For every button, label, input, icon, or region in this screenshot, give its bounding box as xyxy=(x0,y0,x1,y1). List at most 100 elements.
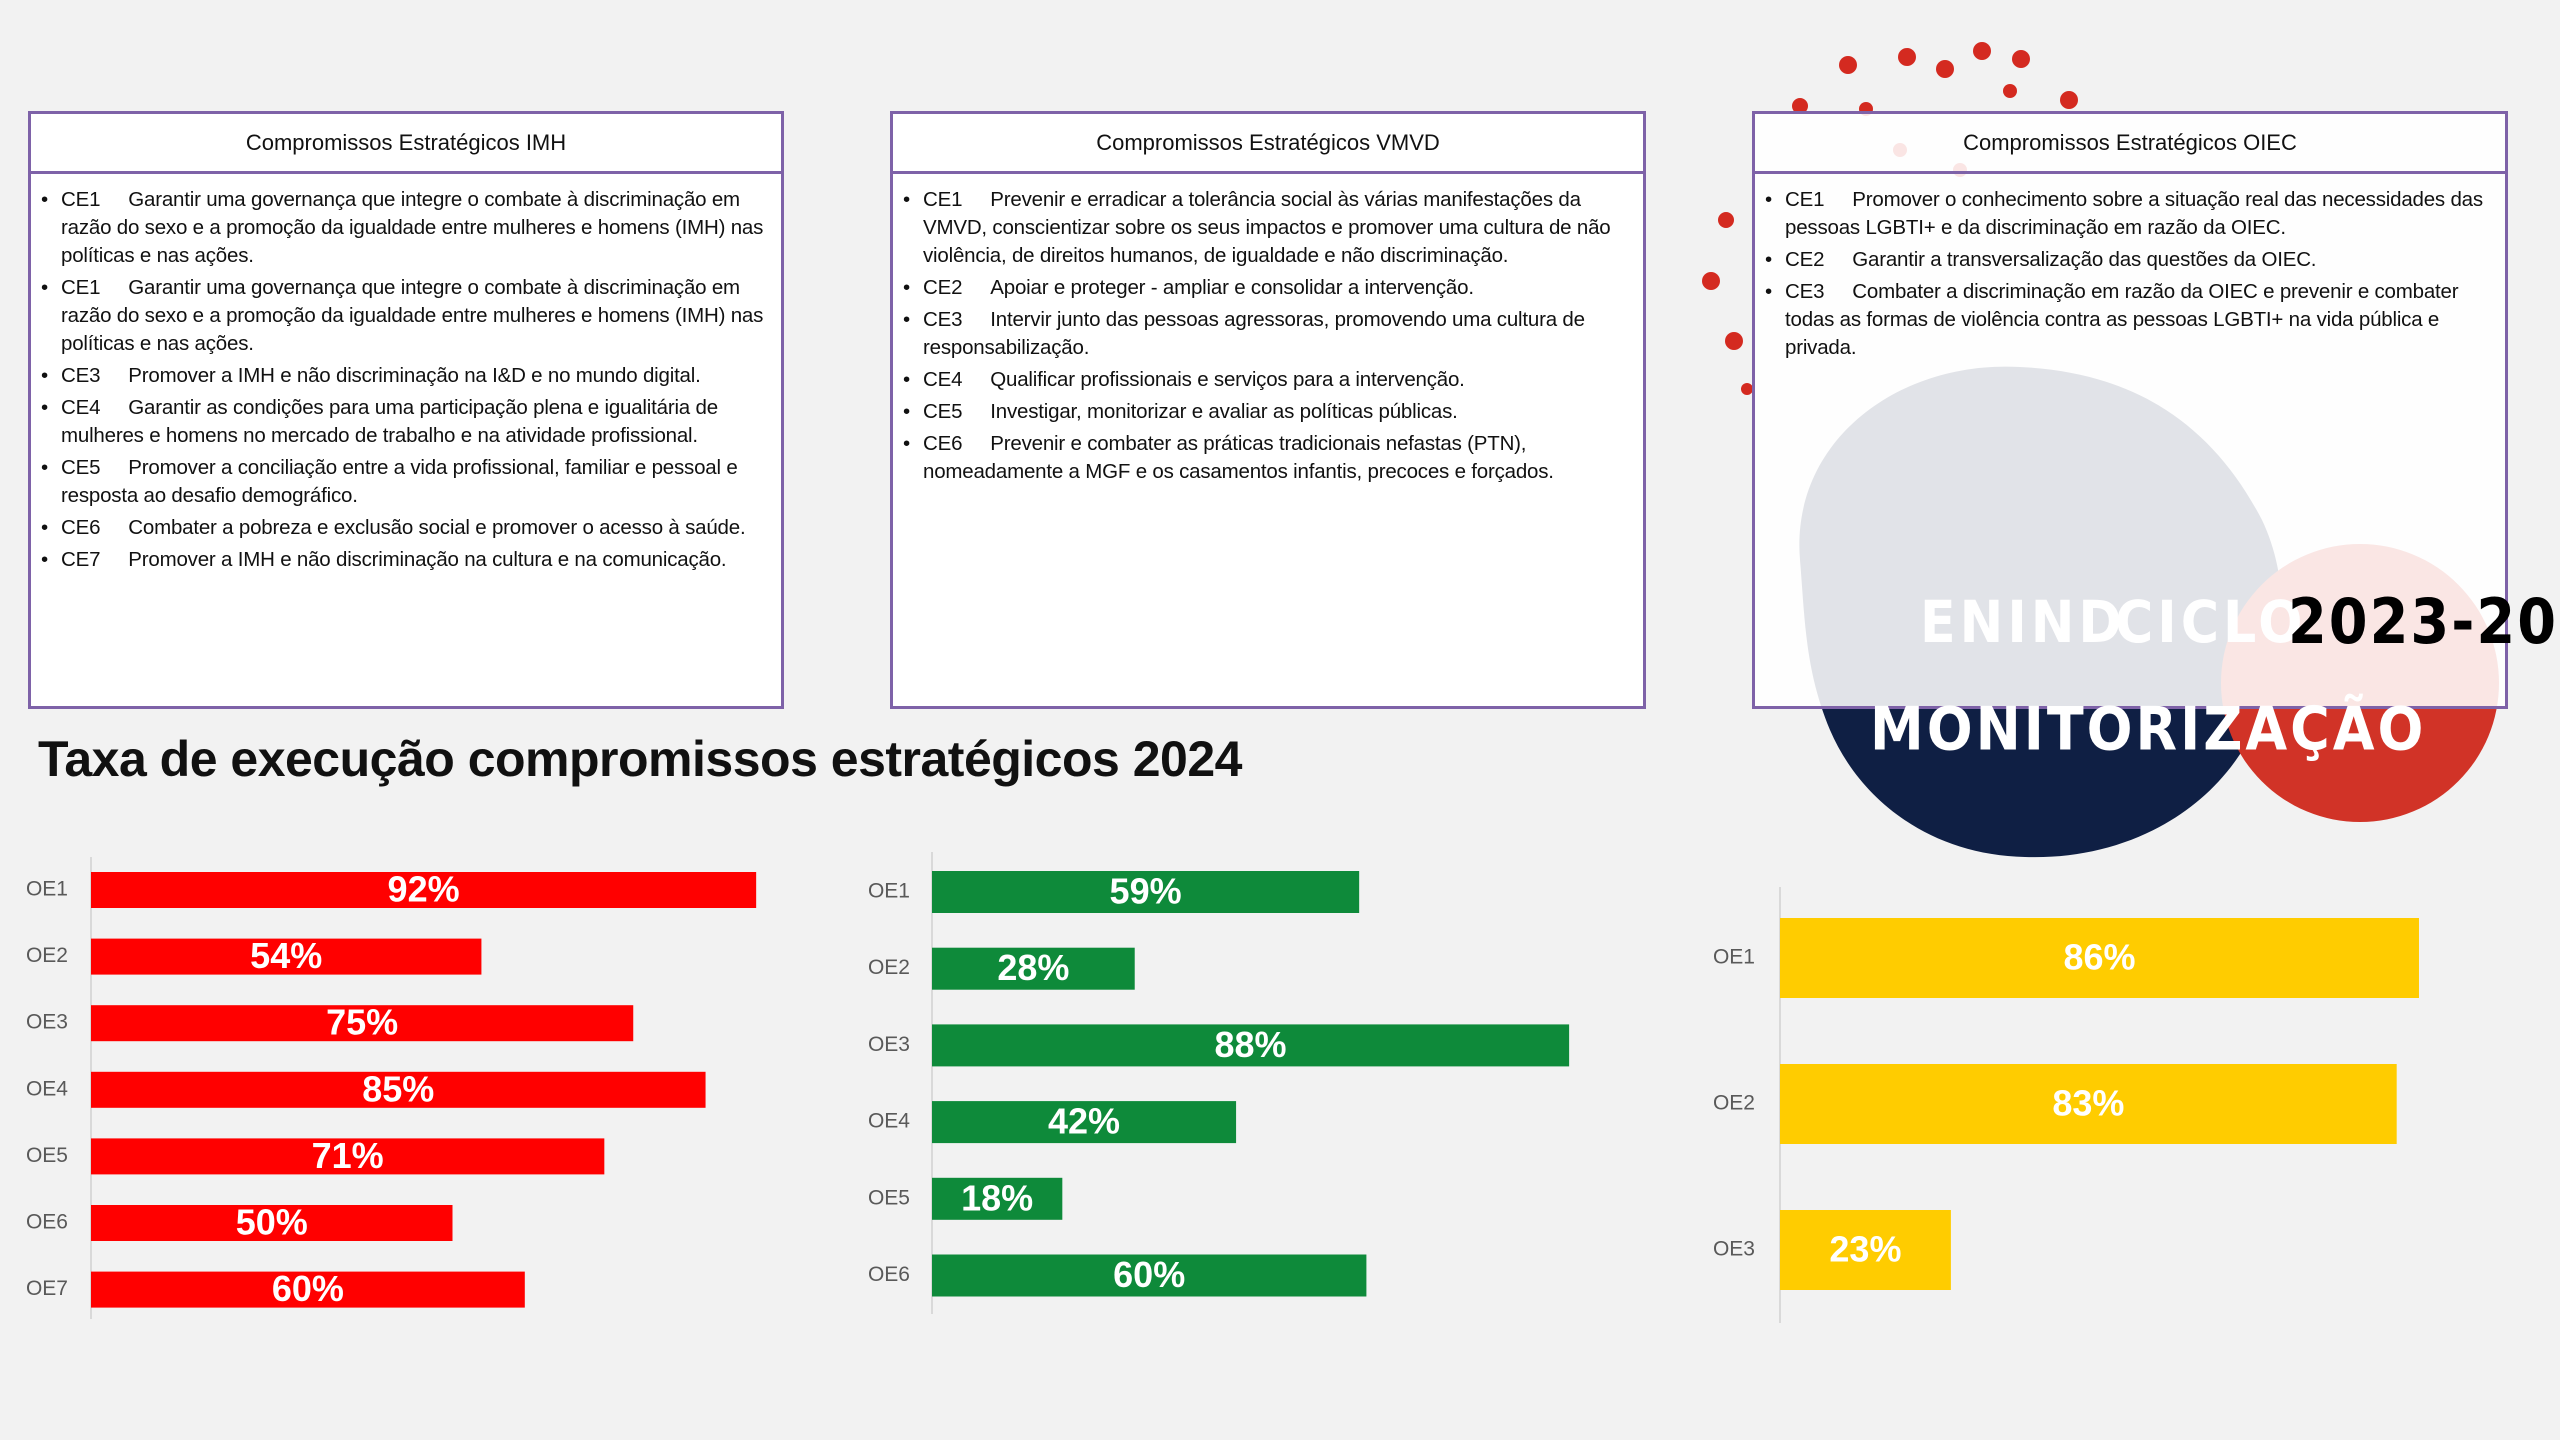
item: CE4 Qualificar profissionais e serviços p… xyxy=(903,366,1627,394)
bar xyxy=(932,1024,1570,1067)
item: CE6 Combater a pobreza e exclusão social … xyxy=(41,514,765,542)
category-label: OE7 xyxy=(26,1277,68,1300)
bar xyxy=(91,1138,605,1175)
value-label: 86% xyxy=(2063,937,2135,978)
item-code: CE7 xyxy=(61,548,101,571)
bar xyxy=(1780,1210,1951,1290)
item-text: Prevenir e combater as práticas tradicio… xyxy=(923,432,1554,483)
art-word: ENIND xyxy=(1920,588,2126,656)
category-label: OE1 xyxy=(1713,946,1755,969)
item-code: CE6 xyxy=(923,432,963,455)
bar xyxy=(932,871,1360,913)
bar xyxy=(91,1071,706,1108)
item: CE3 Promover a IMH e não discriminação na… xyxy=(41,362,765,390)
item-code: CE1 xyxy=(923,188,963,211)
item-text: Garantir a transversalização das questõe… xyxy=(1852,248,2317,271)
value-label: 18% xyxy=(961,1177,1033,1218)
value-label: 60% xyxy=(272,1268,344,1309)
bar xyxy=(1780,1064,2397,1144)
category-label: OE1 xyxy=(26,878,68,901)
category-label: OE6 xyxy=(868,1263,910,1286)
value-label: 92% xyxy=(388,869,460,910)
dots xyxy=(1702,42,2078,395)
item-code: CE4 xyxy=(61,396,101,419)
category-label: OE3 xyxy=(26,1011,68,1034)
bar-chart: OE1 86% OE2 83% OE3 23% xyxy=(1713,887,2419,1323)
item: CE2 Apoiar e proteger - ampliar e consoli… xyxy=(903,274,1627,302)
value-label: 71% xyxy=(312,1135,384,1176)
box-title: Compromissos Estratégicos OIEC xyxy=(1755,114,2505,174)
art-word: CICLO xyxy=(2115,588,2307,656)
value-label: 54% xyxy=(250,935,322,976)
box: Compromissos Estratégicos VMVDCE1Preveni… xyxy=(890,111,1646,709)
item-code: CE3 xyxy=(61,364,101,387)
bar xyxy=(91,1205,453,1241)
category-label: OE1 xyxy=(868,880,910,903)
bar xyxy=(91,1271,525,1308)
item-text: Promover o conhecimento sobre a situação… xyxy=(1785,188,2483,239)
item-code: CE3 xyxy=(923,308,963,331)
value-label: 23% xyxy=(1829,1229,1901,1270)
box: Compromissos Estratégicos IMHCE1Garantir… xyxy=(28,111,784,709)
bar-chart: OE1 92% OE2 54% OE3 75% OE4 85% OE5 71% OE6 50% OE7 6… xyxy=(26,857,757,1319)
heading: Taxa de execução compromissos estratégic… xyxy=(38,731,1242,787)
item-code: CE3 xyxy=(1785,280,1825,303)
category-label: OE3 xyxy=(1713,1238,1755,1261)
art-years: 2023-2026 xyxy=(2288,585,2560,658)
item-code: CE2 xyxy=(1785,248,1825,271)
value-label: 75% xyxy=(326,1002,398,1043)
item-text: Apoiar e proteger - ampliar e consolidar… xyxy=(990,276,1474,299)
item: CE7 Promover a IMH e não discriminação na… xyxy=(41,546,765,574)
box: Compromissos Estratégicos OIEC CE1Promove… xyxy=(1752,111,2508,709)
value-label: 28% xyxy=(997,947,1069,988)
item-text: Garantir uma governança que integre o co… xyxy=(61,188,764,267)
value-label: 50% xyxy=(236,1202,308,1243)
category-label: OE2 xyxy=(26,944,68,967)
category-label: OE3 xyxy=(868,1033,910,1056)
item-text: Combater a pobreza e exclusão social e p… xyxy=(128,516,746,539)
value-label: 42% xyxy=(1048,1101,1120,1142)
value-label: 83% xyxy=(2052,1083,2124,1124)
bar xyxy=(1780,918,2419,998)
item-text: Intervir junto das pessoas agressoras, p… xyxy=(923,308,1585,359)
item-text: Garantir uma governança que integre o co… xyxy=(61,276,764,355)
item-code: CE6 xyxy=(61,516,101,539)
box-title: Compromissos Estratégicos VMVD xyxy=(893,114,1643,174)
bar xyxy=(91,872,757,908)
category-label: OE6 xyxy=(26,1211,68,1234)
item-code: CE4 xyxy=(923,368,963,391)
bar xyxy=(91,938,482,975)
box-title: Compromissos Estratégicos IMH xyxy=(31,114,781,174)
category-label: OE2 xyxy=(1713,1092,1755,1115)
item-code: CE5 xyxy=(923,400,963,423)
bar xyxy=(932,1177,1063,1220)
category-label: OE5 xyxy=(868,1186,910,1209)
category-label: OE2 xyxy=(868,956,910,979)
category-label: OE5 xyxy=(26,1144,68,1167)
item-code: CE1 xyxy=(61,188,101,211)
item-code: CE1 xyxy=(61,276,101,299)
item: CE2 Garantir a transversalização das ques… xyxy=(1765,246,2489,274)
title-art: ENIND CICLO 2023-2026 MONITORIZAÇÃO xyxy=(1870,585,2560,765)
value-label: 59% xyxy=(1110,871,1182,912)
category-label: OE4 xyxy=(868,1110,910,1133)
item-code: CE2 xyxy=(923,276,963,299)
bar-chart: OE1 59% OE2 28% OE3 88% OE4 42% OE5 18% OE6 60% xyxy=(868,852,1570,1314)
item-text: Prevenir e erradicar a tolerância social… xyxy=(923,188,1611,267)
item-code: CE1 xyxy=(1785,188,1825,211)
art-word: MONITORIZAÇÃO xyxy=(1870,693,2426,765)
item: CE5 Investigar, monitorizar e avaliar as … xyxy=(903,398,1627,426)
bar xyxy=(932,1101,1237,1144)
bar xyxy=(932,1254,1367,1297)
item-text: Qualificar profissionais e serviços para… xyxy=(990,368,1465,391)
